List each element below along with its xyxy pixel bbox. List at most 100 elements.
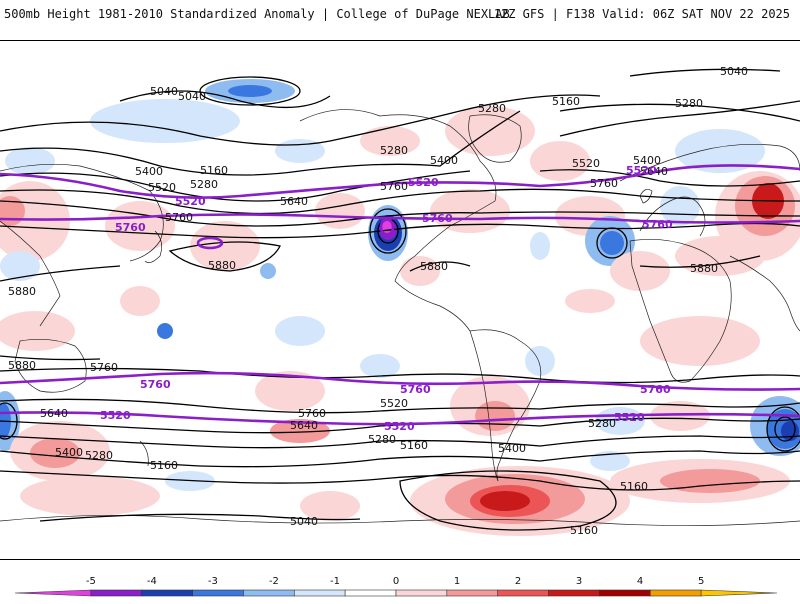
pos-anomaly-area (105, 201, 175, 251)
contour-low-south-indian-2 (774, 416, 796, 442)
coastline-south-america (469, 329, 542, 482)
colorbar-tick-label: 5 (698, 576, 704, 587)
contour-low-south-west (0, 402, 18, 440)
coastline-arabia-india (729, 255, 800, 332)
neg-anomaly-area (5, 147, 55, 175)
map-canvas: 5040 5040 5040 5040 5160 5160 5160 5160 … (0, 65, 800, 537)
coastline-japan (144, 230, 162, 263)
reference-contour-label: 5520 (626, 164, 657, 177)
pos-anomaly-area (0, 311, 75, 351)
neg-anomaly-area (275, 316, 325, 346)
contour-label: 5160 (400, 439, 428, 452)
ref-5520-south (0, 411, 800, 426)
contour-label: 5760 (380, 180, 408, 193)
colorbar-tick-label: -4 (147, 576, 157, 587)
neg-anomaly-area (660, 186, 700, 226)
colorbar: -5 -4 -3 -2 -1 0 1 2 3 4 5 (0, 562, 800, 600)
pos-anomaly-area (270, 419, 330, 443)
colorbar-swatch (649, 589, 702, 597)
contour-label: 5760 (590, 177, 618, 190)
neg-anomaly-area (530, 232, 550, 260)
colorbar-swatch (192, 589, 244, 597)
coastline-asia-east (0, 220, 61, 327)
contour-5160-northeast (559, 100, 800, 137)
contour-label: 5160 (200, 164, 228, 177)
contour-label: 5160 (552, 95, 580, 108)
map-title: 500mb Height 1981-2010 Standardized Anom… (4, 7, 510, 21)
coastline-north-america (299, 109, 497, 332)
reference-contours (0, 164, 800, 426)
colorbar-swatch (446, 589, 499, 597)
pos-anomaly-area (675, 236, 765, 276)
colorbar-swatch (243, 589, 295, 597)
colorbar-tick-label: -3 (208, 576, 218, 587)
colorbar-swatch (14, 589, 92, 597)
map-header: 500mb Height 1981-2010 Standardized Anom… (0, 0, 800, 30)
ref-5760-north (0, 213, 800, 224)
colorbar-tick-label: 0 (393, 576, 399, 587)
reference-contour-label: 5760 (400, 383, 431, 396)
neg-anomaly-area (360, 354, 400, 378)
colorbar-swatch (497, 589, 549, 597)
reference-contour-label: 5520 (100, 409, 131, 422)
pos-anomaly-area (255, 371, 325, 411)
contour-label: 5760 (90, 361, 118, 374)
colorbar-swatch (141, 589, 193, 597)
pos-anomaly-area (610, 251, 670, 291)
contour-label: 5040 (290, 515, 318, 528)
contour-label: 5280 (675, 97, 703, 110)
reference-contour-label: 5520 (175, 195, 206, 208)
contour-label: 5400 (498, 442, 526, 455)
anomaly-map: 5040 5040 5040 5040 5160 5160 5160 5160 … (0, 40, 800, 560)
neg-anomaly-area (675, 129, 765, 173)
height-contours (0, 68, 800, 531)
contour-label: 5760 (165, 211, 193, 224)
contour-label: 5280 (588, 417, 616, 430)
contour-5160-antarctic (399, 470, 617, 531)
reference-labels: 5520 5520 5520 5520 5520 5520 5760 5760 … (100, 164, 673, 433)
contour-label: 5040 (178, 90, 206, 103)
contour-label: 5760 (298, 407, 326, 420)
contour-label: 5880 (420, 260, 448, 273)
contour-5520-north (0, 188, 800, 215)
reference-contour-label: 5760 (642, 218, 673, 231)
pos-anomaly-area (660, 469, 760, 493)
pos-anomaly-area (20, 476, 160, 516)
contour-label: 5880 (8, 359, 36, 372)
colorbar-tick-label: -5 (86, 576, 96, 587)
contour-label: 5400 (633, 154, 661, 167)
colorbar-tick-label: 3 (576, 576, 582, 587)
pos-anomaly-area (640, 316, 760, 366)
contour-label: 5160 (150, 459, 178, 472)
colorbar-swatch (599, 589, 651, 597)
contour-5880-atlantic (409, 261, 471, 272)
contour-label: 5400 (55, 446, 83, 459)
contour-5880-north (168, 241, 281, 272)
ref-5880-closed (196, 236, 224, 250)
reference-contour-label: 5760 (115, 221, 146, 234)
neg-anomaly-area (90, 99, 240, 143)
contour-5760-north (0, 222, 800, 239)
colorbar-tick-label: 2 (515, 576, 521, 587)
contour-label: 5280 (190, 178, 218, 191)
contour-5880-south (0, 355, 101, 361)
contour-label: 5640 (640, 165, 668, 178)
contour-label: 5520 (148, 181, 176, 194)
neg-anomaly-area (0, 251, 40, 281)
ref-low-closed (379, 217, 395, 237)
model-run-info: 12Z GFS | F138 Valid: 06Z SAT NOV 22 202… (493, 7, 790, 21)
colorbar-swatch (548, 589, 600, 597)
coastlines (0, 109, 800, 526)
coastline-eurasia (0, 144, 800, 262)
contour-5040-north (119, 90, 331, 109)
contour-label: 5880 (8, 285, 36, 298)
contour-labels: 5040 5040 5040 5040 5160 5160 5160 5160 … (8, 65, 748, 537)
pos-anomaly-area (300, 491, 360, 521)
coastline-antarctica (0, 515, 800, 526)
pos-anomaly-area (430, 189, 510, 233)
pos-anomaly-area (30, 438, 80, 468)
pos-anomaly-area (190, 221, 260, 271)
contour-5400-south (0, 435, 800, 449)
neg-anomaly-area (260, 263, 276, 279)
pos-anomaly-area (475, 401, 515, 431)
